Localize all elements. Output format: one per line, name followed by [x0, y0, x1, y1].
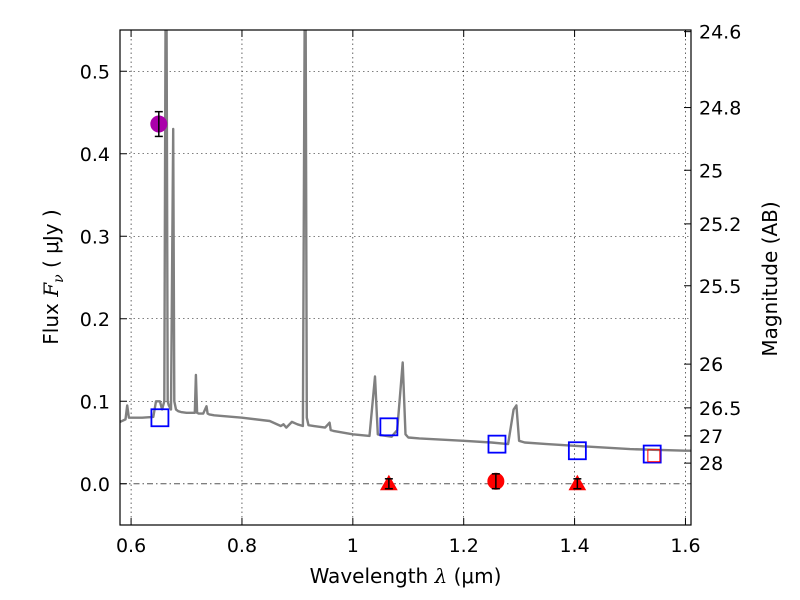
x-tick-label: 1.2: [449, 535, 479, 557]
model-photometry-square: [150, 408, 170, 428]
y2-tick-label: 26: [699, 354, 723, 376]
plot-frame: [119, 29, 692, 526]
y2-tick-label: 25.2: [699, 214, 741, 236]
y2-axis-label: Magnitude (AB): [758, 201, 782, 356]
x-axis-label: Wavelength λ (μm): [310, 564, 502, 588]
x-tick-label: 0.6: [116, 535, 146, 557]
y2-tick-label: 28: [699, 453, 723, 475]
plot-area: [120, 30, 691, 491]
faint-point-square: [647, 449, 661, 463]
x-tick-label: 1.4: [559, 535, 589, 557]
axis-labels: Wavelength λ (μm) Flux Fν ( μJy ) Magnitud…: [39, 201, 782, 588]
y-tick-label: 0.0: [80, 474, 110, 496]
y-axis-label: Flux Fν ( μJy ): [39, 209, 67, 344]
y2-tick-label: 24.6: [699, 22, 741, 44]
y-tick-label: 0.4: [80, 144, 110, 166]
y-tick-label: 0.1: [80, 391, 110, 413]
x-tick-label: 1: [347, 535, 359, 557]
y2-tick-label: 24.8: [699, 98, 741, 120]
y2-tick-label: 25: [699, 160, 723, 182]
y-tick-label: 0.3: [80, 226, 110, 248]
model-photometry-square: [379, 417, 399, 437]
y2-tick-label: 27: [699, 426, 723, 448]
x-tick-label: 1.6: [670, 535, 700, 557]
y2-tick-label: 25.5: [699, 276, 741, 298]
model-photometry-square: [487, 434, 507, 454]
y-tick-label: 0.2: [80, 309, 110, 331]
model-photometry-square: [567, 441, 587, 461]
model-photometry-square: [642, 444, 662, 464]
x-tick-label: 0.8: [227, 535, 257, 557]
spectrum-line: [120, 30, 691, 452]
y2-tick-label: 26.5: [699, 398, 741, 420]
y-tick-label: 0.5: [80, 61, 110, 83]
grid: [120, 30, 691, 525]
ticks: 0.6 0.8 1 1.2 1.4 1.6 0.0 0.1 0.2 0.3 0.4 0.5 24.6 24…: [80, 22, 742, 557]
